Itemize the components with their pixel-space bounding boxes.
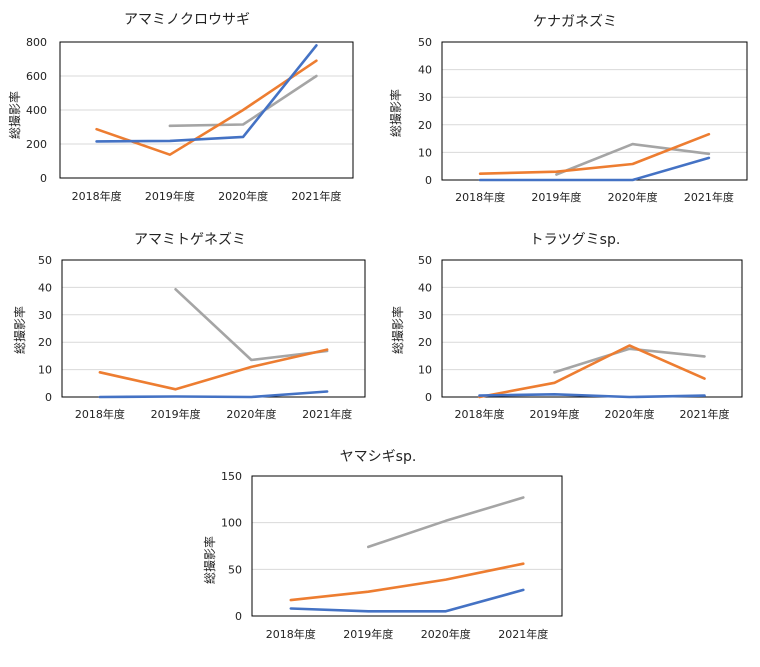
x-tick-label: 2021年度 — [684, 190, 734, 204]
x-tick-label: 2021年度 — [291, 189, 341, 203]
x-tick-label: 2018年度 — [266, 627, 316, 641]
x-tick-label: 2021年度 — [498, 627, 548, 641]
x-tick-label: 2021年度 — [680, 407, 730, 421]
series-line-3 — [174, 288, 329, 362]
y-tick-label: 30 — [418, 91, 432, 104]
chart-spiny-rat: アマミトゲネズミ 総撮影率 0 10 20 30 40 50 2018年度 2019年度 202… — [12, 232, 366, 421]
x-tick-label: 2018年度 — [75, 407, 125, 421]
chart-title: アマミトゲネズミ — [134, 232, 246, 248]
x-tick-label: 2020年度 — [421, 627, 471, 641]
series-line-2 — [478, 132, 711, 175]
y-tick-label: 150 — [221, 470, 242, 483]
y-tick-label: 0 — [425, 174, 432, 187]
y-axis-label: 総撮影率 — [390, 306, 405, 354]
x-tick-label: 2021年度 — [302, 407, 352, 421]
y-tick-label: 200 — [26, 138, 47, 151]
y-tick-label: 10 — [418, 146, 432, 159]
series-line-2 — [289, 562, 525, 602]
y-tick-label: 50 — [38, 254, 52, 267]
x-tick-label: 2018年度 — [72, 189, 122, 203]
y-tick-label: 10 — [38, 364, 52, 377]
y-tick-label: 40 — [38, 281, 52, 294]
y-tick-label: 40 — [418, 281, 432, 294]
series-line-3 — [168, 74, 318, 128]
y-axis-label: 総撮影率 — [202, 536, 217, 584]
y-tick-label: 600 — [26, 70, 47, 83]
y-tick-label: 0 — [425, 391, 432, 404]
y-axis-label: 総撮影率 — [388, 89, 403, 137]
y-tick-label: 400 — [26, 104, 47, 117]
y-tick-label: 30 — [418, 309, 432, 322]
plot-frame — [61, 259, 366, 398]
x-tick-label: 2020年度 — [218, 189, 268, 203]
series-line-1 — [478, 156, 711, 182]
x-tick-label: 2018年度 — [455, 407, 505, 421]
chart-title: アマミノクロウサギ — [124, 12, 250, 28]
x-tick-label: 2020年度 — [605, 407, 655, 421]
y-tick-label: 50 — [418, 36, 432, 49]
y-tick-label: 10 — [418, 364, 432, 377]
series-line-2 — [478, 344, 706, 399]
series-line-1 — [289, 588, 525, 613]
series-line-2 — [98, 348, 329, 391]
plot-frame — [251, 475, 563, 617]
y-tick-label: 800 — [26, 36, 47, 49]
y-tick-label: 20 — [418, 119, 432, 132]
x-tick-label: 2019年度 — [145, 189, 195, 203]
x-tick-label: 2020年度 — [226, 407, 276, 421]
y-tick-label: 20 — [418, 336, 432, 349]
series-line-1 — [95, 44, 318, 143]
chart-title: ケナガネズミ — [533, 14, 617, 30]
series-line-1 — [98, 390, 329, 399]
y-tick-label: 20 — [38, 336, 52, 349]
x-tick-label: 2019年度 — [530, 407, 580, 421]
chart-title: トラツグミsp. — [530, 232, 621, 248]
y-tick-label: 30 — [38, 309, 52, 322]
y-tick-label: 40 — [418, 64, 432, 77]
plot-frame — [59, 41, 354, 179]
series-line-1 — [478, 393, 706, 399]
chart-amami-rabbit: アマミノクロウサギ 総撮影率 0 200 400 600 800 2018年度 2019年度… — [7, 12, 354, 203]
y-tick-label: 0 — [45, 391, 52, 404]
series-line-3 — [555, 142, 711, 176]
chart-woodcock: ヤマシギsp. 総撮影率 0 50 100 150 2018年度 2019年度 2020年度… — [202, 449, 563, 641]
chart-title: ヤマシギsp. — [340, 449, 417, 465]
series-line-3 — [367, 496, 525, 549]
chart-thrush: トラツグミsp. 総撮影率 0 10 20 30 40 50 2018年度 2019年度 202… — [390, 232, 743, 421]
x-tick-label: 2019年度 — [343, 627, 393, 641]
y-tick-label: 50 — [418, 254, 432, 267]
series-line-3 — [553, 347, 706, 374]
y-tick-label: 0 — [40, 172, 47, 185]
chart-long-tailed-rat: ケナガネズミ 総撮影率 0 10 20 30 40 50 2018年度 2019年度 2020年… — [388, 14, 748, 204]
y-axis-label: 総撮影率 — [12, 306, 27, 354]
y-tick-label: 50 — [228, 563, 242, 576]
x-tick-label: 2019年度 — [531, 190, 581, 204]
y-axis-label: 総撮影率 — [7, 91, 22, 139]
x-tick-label: 2020年度 — [608, 190, 658, 204]
x-tick-label: 2019年度 — [151, 407, 201, 421]
y-tick-label: 0 — [235, 610, 242, 623]
y-tick-label: 100 — [221, 517, 242, 530]
plot-frame — [441, 259, 743, 398]
x-tick-label: 2018年度 — [455, 190, 505, 204]
